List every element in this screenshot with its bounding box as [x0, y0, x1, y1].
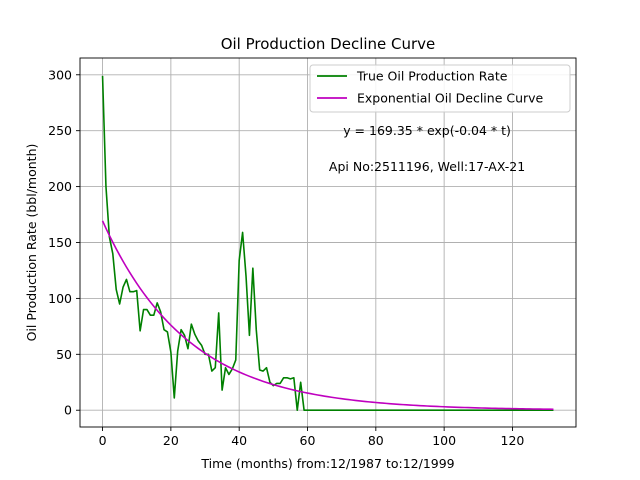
y-tick-label: 200: [48, 179, 72, 194]
x-tick-label: 60: [300, 433, 316, 448]
y-tick-label: 300: [48, 67, 72, 82]
x-tick-label: 40: [231, 433, 247, 448]
x-axis-label: Time (months) from:12/1987 to:12/1999: [200, 456, 454, 471]
y-tick-label: 0: [64, 403, 72, 418]
legend: True Oil Production Rate Exponential Oil …: [309, 64, 571, 113]
y-tick-label: 250: [48, 123, 72, 138]
legend-label: True Oil Production Rate: [356, 69, 508, 84]
y-tick-label: 100: [48, 291, 72, 306]
true-production-line: [101, 75, 554, 412]
x-tick-label: 20: [163, 433, 179, 448]
series-layer: [101, 75, 554, 412]
chart-title: Oil Production Decline Curve: [221, 35, 436, 53]
x-tick-label: 0: [99, 433, 107, 448]
annotations: y = 169.35 * exp(-0.04 * t) Api No:251119…: [329, 123, 525, 174]
annotation-text: Api No:2511196, Well:17-AX-21: [329, 159, 525, 174]
legend-box: [309, 64, 571, 113]
x-tick-label: 120: [501, 433, 525, 448]
legend-label: Exponential Oil Decline Curve: [357, 91, 544, 106]
y-tick-label: 50: [56, 347, 72, 362]
y-tick-label: 150: [48, 235, 72, 250]
x-tick-label: 100: [432, 433, 456, 448]
exponential-decline-line: [101, 220, 554, 411]
y-axis-label: Oil Production Rate (bbl/month): [24, 144, 39, 342]
annotation-text: y = 169.35 * exp(-0.04 * t): [343, 123, 511, 138]
x-tick-label: 80: [368, 433, 384, 448]
ticks: 0 20 40 60 80 100 120 0 50 100 150 200 250 300: [48, 67, 524, 448]
